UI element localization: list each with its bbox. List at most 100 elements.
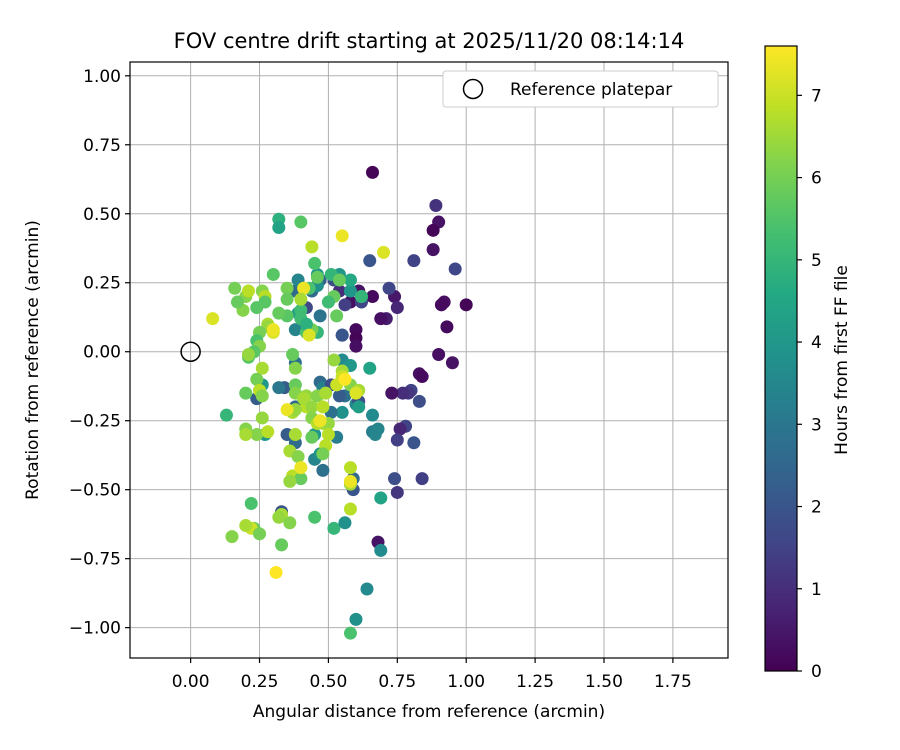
data-point [390,301,404,315]
data-point [426,223,440,237]
data-point [272,221,286,235]
data-point [305,400,319,414]
data-point [316,463,330,477]
data-point [272,510,286,524]
data-point [283,516,297,530]
colorbar-tick-label: 0 [811,662,822,682]
data-point [313,414,327,428]
data-point [308,256,322,270]
data-point [272,381,286,395]
data-point [374,543,388,557]
x-tick-label: 0.00 [172,672,210,692]
data-point [283,474,297,488]
y-tick-label: −1.00 [69,619,121,639]
data-point [288,323,302,337]
data-point [382,281,396,295]
data-point [299,317,313,331]
data-point [288,428,302,441]
x-tick-label: 1.25 [516,672,554,692]
data-point [349,339,363,353]
data-point [407,436,421,450]
data-point [366,408,380,422]
colorbar-tick-label: 2 [811,498,822,518]
data-point [448,262,462,276]
data-point [412,394,426,408]
x-tick-label: 0.50 [309,672,347,692]
data-point [440,320,454,334]
data-point [459,298,473,312]
data-point [429,198,443,212]
data-point [313,309,327,323]
y-tick-label: 0.50 [83,205,121,225]
data-point [352,400,366,414]
data-point [415,472,429,486]
colorbar-frame [764,45,798,672]
data-point [415,370,429,384]
data-point [343,626,357,640]
data-point [305,430,319,444]
data-point [266,323,280,337]
data-point [363,254,377,268]
data-point [327,521,341,535]
data-point [360,582,374,596]
data-point [266,267,280,281]
data-point [390,485,404,499]
data-point [225,530,239,544]
data-point [385,386,399,400]
legend-entry-reference: Reference platepar [510,80,672,100]
data-point [338,372,352,386]
legend-box [442,70,719,108]
data-point [239,519,253,533]
data-point [239,428,253,441]
x-tick-label: 1.00 [447,672,485,692]
y-tick-label: 0.75 [83,136,121,156]
data-point [390,433,404,447]
data-point [269,565,283,579]
data-point [426,243,440,257]
data-point [280,281,294,295]
data-point [297,392,311,406]
data-point [239,386,253,400]
data-point [280,292,294,306]
colorbar-label: Hours from first FF file [832,265,852,455]
data-point [230,295,244,309]
data-point [250,428,264,441]
y-tick-label: −0.50 [69,481,121,501]
data-point [316,447,330,461]
chart-title: FOV centre drift starting at 2025/11/20 … [174,29,685,53]
x-tick-label: 0.75 [378,672,416,692]
data-point [343,284,357,298]
data-point [321,428,335,441]
data-point [434,298,448,312]
data-point [302,328,316,342]
data-point [297,281,311,295]
data-point [330,309,344,323]
colorbar-gradient [765,46,797,671]
data-point [343,461,357,475]
data-point [393,422,407,436]
data-point [354,290,368,304]
data-point [335,328,349,342]
data-point [255,389,269,403]
data-point [343,273,357,287]
data-point [332,273,346,287]
data-point [374,491,388,505]
data-point [319,386,333,400]
data-point [286,347,300,361]
data-point [445,356,459,370]
data-point [321,295,335,309]
y-axis-ticks: −1.00 −0.75 −0.50 −0.25 0.00 0.25 0.50 0.75 1.00 [69,67,130,639]
data-point [294,472,308,486]
x-axis-ticks: 0.00 0.25 0.50 0.75 1.00 1.25 1.50 1.75 [172,658,692,692]
data-point [308,510,322,524]
data-point [377,245,391,259]
data-point [294,461,308,475]
data-point [366,165,380,179]
x-tick-label: 1.50 [585,672,623,692]
data-point [343,474,357,488]
data-point [396,386,410,400]
data-point [275,538,289,552]
y-tick-label: −0.25 [69,412,121,432]
x-tick-label: 1.75 [654,672,692,692]
